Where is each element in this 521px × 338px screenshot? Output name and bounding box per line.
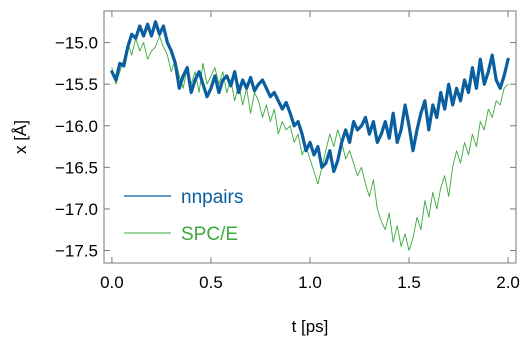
y-tick-label: −17.0 [55, 200, 98, 219]
series-layer [110, 20, 510, 251]
x-tick-label: 0.0 [100, 273, 124, 292]
legend-label-spce: SPC/E [181, 224, 238, 245]
tick-layer: 0.0 0.5 1.0 1.5 2.0 −15.0 −15.5 −16.0 −16.5 −17.0… [55, 11, 520, 292]
y-tick-label: −16.5 [55, 158, 98, 177]
series-line-nnpairs [110, 20, 510, 174]
y-axis-title: x [Å] [11, 120, 30, 154]
x-tick-label: 2.0 [496, 273, 520, 292]
y-tick-label: −17.5 [55, 242, 98, 261]
legend: nnpairs SPC/E [124, 187, 243, 245]
x-tick-label: 1.0 [298, 273, 322, 292]
x-tick-label: 1.5 [397, 273, 421, 292]
y-tick-label: −15.5 [55, 75, 98, 94]
y-tick-label: −16.0 [55, 117, 98, 136]
x-tick-label: 0.5 [199, 273, 223, 292]
plot-frame [103, 10, 517, 264]
legend-label-nnpairs: nnpairs [181, 187, 243, 208]
x-axis-title: t [ps] [292, 317, 329, 336]
y-tick-label: −15.0 [55, 34, 98, 53]
